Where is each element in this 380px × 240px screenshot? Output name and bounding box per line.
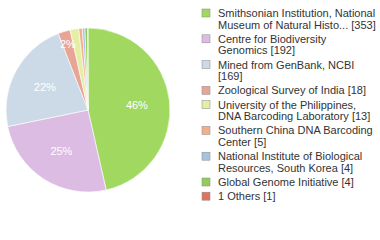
legend-swatch (202, 152, 210, 160)
data-label: 2% (60, 38, 76, 50)
legend-swatch (202, 9, 210, 17)
legend-label: Smithsonian Institution, NationalMuseum … (218, 7, 376, 31)
legend: Smithsonian Institution, NationalMuseum … (202, 7, 376, 202)
legend-label: 1 Others [1] (218, 190, 275, 202)
legend-label: Mined from GenBank, NCBI[169] (218, 59, 354, 83)
pie-slice (6, 34, 88, 127)
legend-label: Zoological Survey of India [18] (218, 84, 366, 96)
data-label: 46% (126, 99, 148, 111)
legend-label: Centre for BiodiversityGenomics [192] (218, 33, 327, 57)
legend-swatch (202, 126, 210, 134)
legend-swatch (202, 178, 210, 186)
data-labels: 46% 25% 22% 2% (34, 38, 148, 157)
legend-label: Southern China DNA BarcodingCenter [5] (218, 124, 373, 148)
legend-label: Global Genome Initiative [4] (218, 176, 354, 188)
legend-label: University of the Philippines,DNA Barcod… (218, 99, 370, 123)
pie-slice (87, 28, 89, 110)
slices (6, 28, 170, 192)
legend-swatch (202, 61, 210, 69)
pie-slice (82, 28, 88, 110)
pie-slice (79, 28, 88, 110)
chart: 46% 25% 22% 2% Smithsonian Institution, Nati… (0, 0, 380, 240)
data-label: 25% (50, 145, 72, 157)
legend-swatch (202, 192, 210, 200)
legend-swatch (202, 35, 210, 43)
legend-swatch (202, 86, 210, 94)
data-label: 22% (34, 81, 56, 93)
pie-slice (85, 28, 88, 110)
legend-label: National Institute of BiologicalResource… (218, 150, 362, 174)
legend-swatch (202, 101, 210, 109)
